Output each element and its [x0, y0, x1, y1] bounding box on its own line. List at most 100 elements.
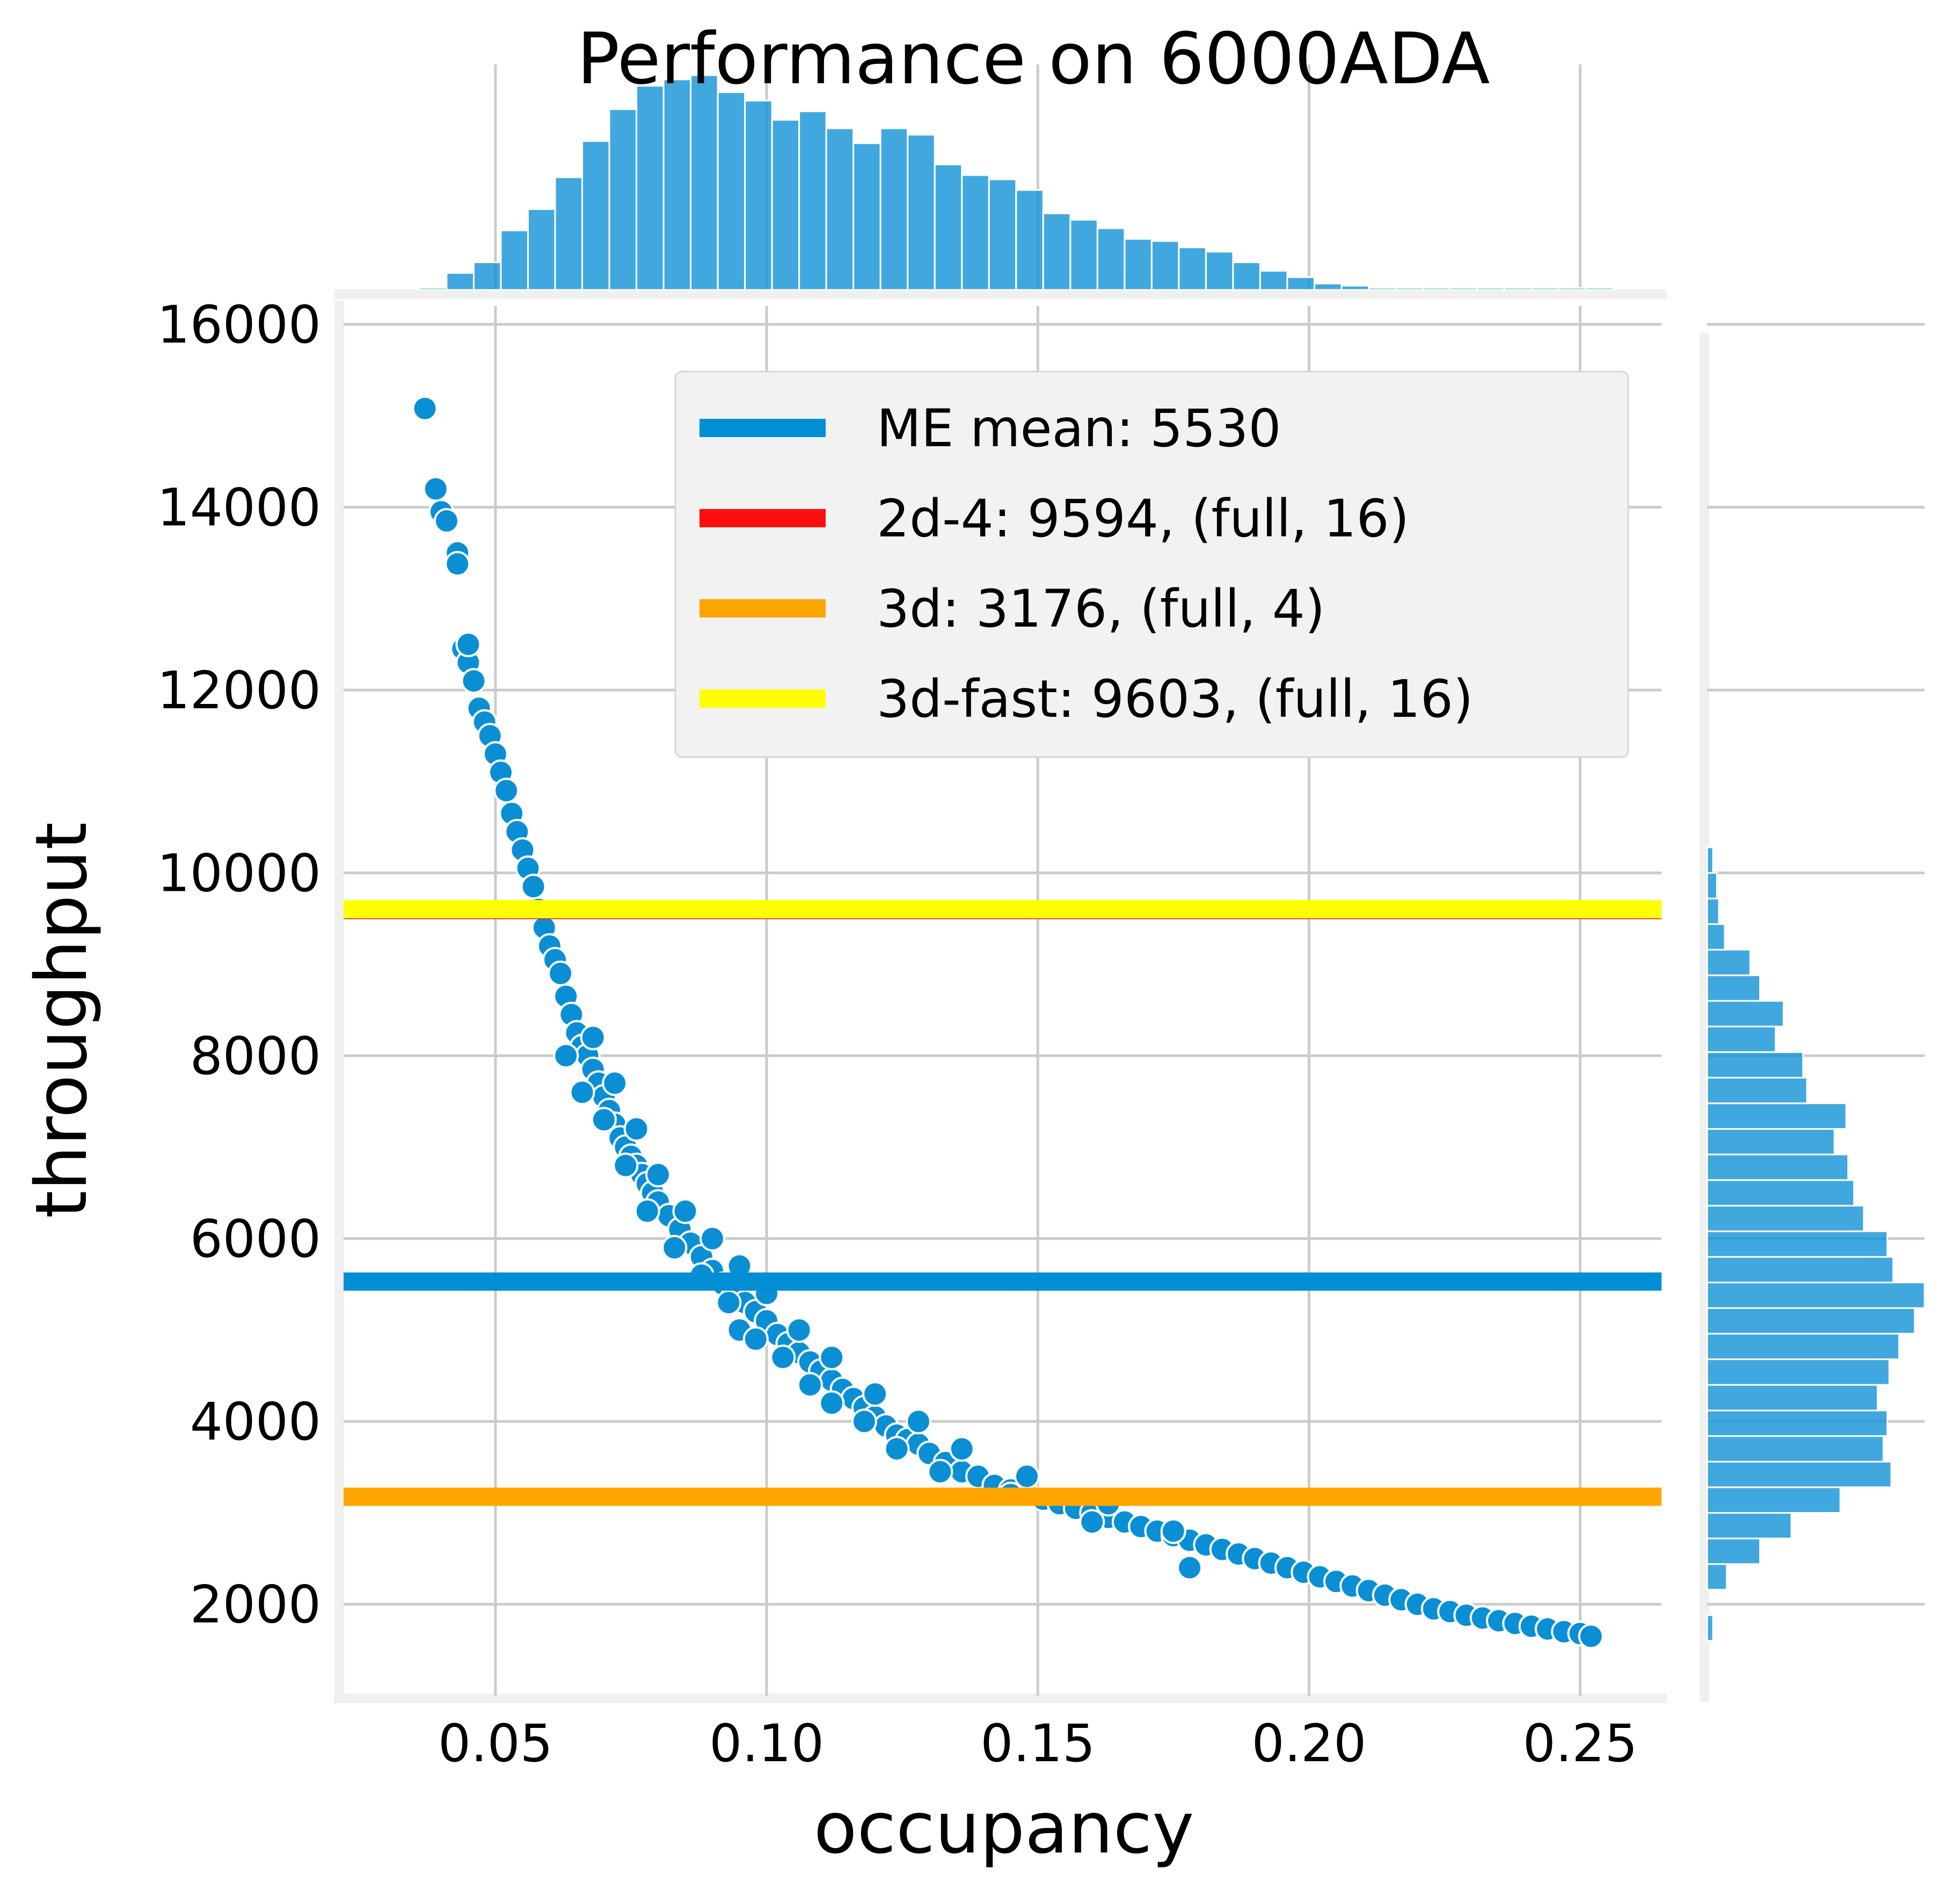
scatter-point [862, 1381, 888, 1407]
legend-label: 2d-4: 9594, (full, 16) [877, 489, 1409, 549]
legend-box [674, 370, 1629, 758]
y-tick-label: 4000 [190, 1392, 321, 1452]
right-hist-bar [1706, 1230, 1889, 1258]
top-hist-bar [961, 174, 990, 291]
right-hist-bar [1706, 1537, 1761, 1565]
x-axis-title: occupancy [814, 1787, 1194, 1870]
top-hist-bar [500, 229, 529, 291]
chart-title: Performance on 6000ADA [577, 18, 1490, 100]
top-hist-bar [1205, 251, 1234, 291]
right-hist-bar [1706, 897, 1720, 925]
top-hist-bar [1585, 287, 1614, 291]
right-hist-bar [1706, 1153, 1849, 1181]
top-hist-bar [446, 272, 475, 291]
top-hist-bar [853, 142, 881, 291]
top-hist-bar [1503, 287, 1533, 291]
scatter-point [1578, 1623, 1604, 1650]
y-tick-label: 12000 [157, 660, 321, 721]
scatter-point [455, 631, 482, 657]
right-hist-bar [1706, 1000, 1784, 1028]
scatter-point [851, 1408, 877, 1435]
top-hist-bar [771, 119, 800, 291]
y-tick-label: 6000 [190, 1209, 321, 1269]
x-tick-label: 0.15 [980, 1713, 1095, 1774]
scatter-point [580, 1025, 606, 1051]
right-hist-bar [1706, 1461, 1892, 1488]
right-hist-bar [1706, 1179, 1855, 1207]
right-hist-bar [1706, 1384, 1878, 1412]
right-hist-bar [1706, 923, 1726, 951]
top-hist-bar [1449, 287, 1478, 291]
x-tick-label: 0.20 [1251, 1713, 1366, 1774]
top-hist-bar [1124, 238, 1153, 291]
top-hist-bar [717, 91, 746, 291]
right-hist-bar [1706, 1026, 1777, 1053]
top-hist-bar [1476, 287, 1505, 291]
y-tick-label: 14000 [157, 478, 321, 538]
scatter-point [553, 1043, 579, 1069]
right-hist-bar [1706, 949, 1751, 976]
scatter-point [433, 508, 460, 534]
scatter-point [884, 1436, 910, 1462]
scatter-point [927, 1458, 953, 1485]
right-hist-bar [1706, 1051, 1804, 1079]
scatter-point [905, 1408, 931, 1435]
scatter-point [716, 1289, 742, 1316]
scatter-point [1079, 1509, 1105, 1535]
top-hist-bar [472, 261, 502, 291]
top-hist-bar [879, 127, 909, 291]
right-hist-bar [1706, 1486, 1841, 1514]
top-hist-bar [1395, 287, 1424, 291]
y-tick-label: 8000 [190, 1026, 321, 1086]
scatter-point [548, 960, 574, 986]
scatter-point [661, 1234, 688, 1261]
right-hist-bar [1706, 1435, 1884, 1463]
top-hist-bar [1313, 282, 1343, 291]
top-hist-bar [1042, 212, 1072, 291]
scatter-point [520, 874, 547, 900]
scatter-point [819, 1390, 845, 1416]
scatter-point [1160, 1518, 1186, 1544]
x-tick-label: 0.25 [1523, 1713, 1638, 1774]
scatter-point [422, 476, 449, 502]
scatter-point [613, 1152, 639, 1179]
right-hist-bar [1706, 1358, 1890, 1386]
scatter-point [623, 1116, 650, 1142]
top-hist-bar [1150, 240, 1180, 291]
top-hist-bar [1286, 276, 1315, 291]
scatter-point [412, 395, 438, 422]
right-hist-bar [1706, 1307, 1916, 1335]
x-tick-label: 0.10 [709, 1713, 824, 1774]
scatter-point [742, 1326, 769, 1352]
top-hist-bar [1367, 287, 1397, 291]
top-hist-bar [988, 178, 1017, 291]
top-hist-bar [418, 287, 448, 291]
scatter-point [699, 1225, 725, 1252]
legend-label: ME mean: 5530 [877, 398, 1281, 459]
top-hist-bar [1015, 189, 1044, 291]
legend-label: 3d: 3176, (full, 4) [877, 579, 1325, 639]
legend-label: 3d-fast: 9603, (full, 16) [877, 669, 1473, 729]
top-hist-bar [1557, 287, 1587, 291]
right-hist-bar [1706, 1614, 1714, 1642]
top-hist-bar [662, 78, 692, 291]
scatter-point [786, 1317, 812, 1343]
y-tick-label: 10000 [157, 844, 321, 904]
right-hist-bar [1706, 1077, 1808, 1105]
right-hist-bar [1706, 1333, 1900, 1360]
scatter-point [672, 1198, 698, 1224]
top-hist-bar [798, 110, 827, 291]
top-hist-bar [608, 108, 638, 291]
scatter-point [819, 1345, 845, 1371]
y-tick-label: 2000 [190, 1575, 321, 1635]
right-hist-bar [1706, 1256, 1895, 1283]
scatter-point [591, 1107, 617, 1133]
scatter-point [949, 1436, 975, 1462]
scatter-point [445, 551, 471, 577]
y-tick-label: 16000 [157, 295, 321, 355]
top-hist-bar [554, 176, 584, 291]
scatter-point [797, 1372, 823, 1398]
x-tick-label: 0.05 [438, 1713, 553, 1774]
